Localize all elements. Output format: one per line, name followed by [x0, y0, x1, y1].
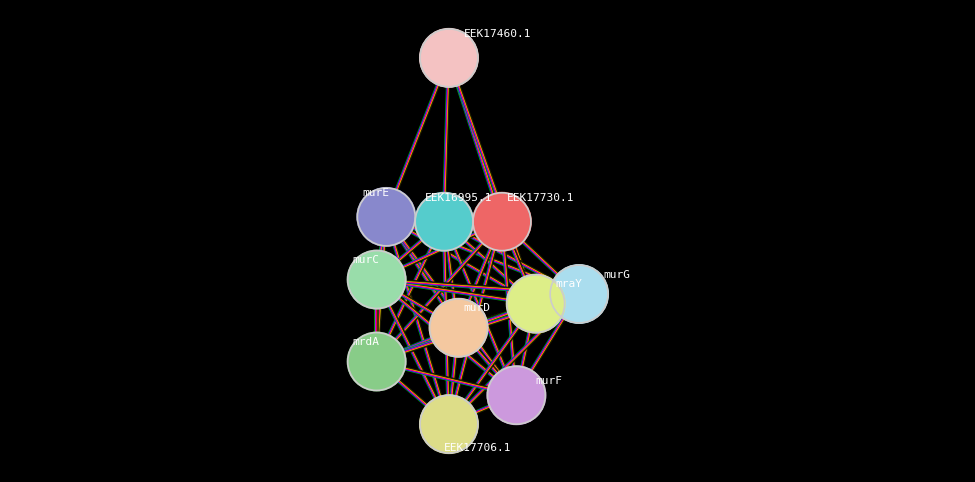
Circle shape — [507, 275, 565, 333]
Circle shape — [358, 188, 415, 246]
Text: murD: murD — [463, 304, 490, 313]
Text: murE: murE — [362, 188, 389, 198]
Text: mrdA: mrdA — [353, 337, 379, 347]
Circle shape — [473, 193, 530, 251]
Circle shape — [420, 29, 478, 87]
Text: EEK17706.1: EEK17706.1 — [445, 443, 512, 453]
Text: EEK16995.1: EEK16995.1 — [425, 193, 492, 202]
Circle shape — [420, 395, 478, 453]
Text: mraY: mraY — [555, 280, 582, 289]
Text: murF: murF — [535, 376, 563, 386]
Text: EEK17730.1: EEK17730.1 — [507, 193, 574, 202]
Circle shape — [348, 333, 406, 390]
Circle shape — [550, 265, 608, 323]
Text: murG: murG — [604, 270, 630, 280]
Circle shape — [415, 193, 473, 251]
Circle shape — [430, 299, 488, 357]
Text: murC: murC — [353, 255, 379, 265]
Circle shape — [348, 251, 406, 308]
Circle shape — [488, 366, 545, 424]
Text: EEK17460.1: EEK17460.1 — [463, 29, 531, 39]
